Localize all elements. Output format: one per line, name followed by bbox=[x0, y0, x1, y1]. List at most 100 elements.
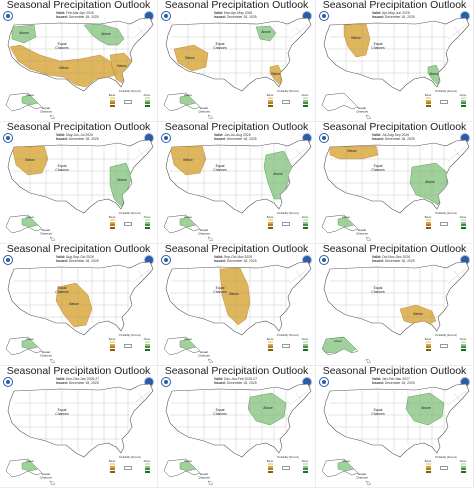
above-region-alaska_se bbox=[179, 460, 197, 472]
above-label: Above bbox=[117, 178, 127, 182]
legend-swatch bbox=[460, 468, 466, 471]
alaska-equal-chances-label: Chances bbox=[198, 109, 210, 113]
state-border bbox=[447, 390, 467, 406]
legend-above-label: Above bbox=[459, 94, 467, 97]
probability-legend: Probability (Percent) Below Above bbox=[420, 212, 472, 242]
issued-value: December 18, 2025 bbox=[226, 258, 257, 263]
legend-swatch bbox=[267, 470, 273, 473]
conus-outline bbox=[323, 383, 470, 458]
below-region-southwest bbox=[173, 44, 209, 72]
state-border bbox=[131, 146, 151, 162]
panel-title: Seasonal Precipitation Outlook bbox=[322, 244, 467, 255]
nws-logo-icon bbox=[319, 377, 329, 387]
legend-below-label: Below bbox=[424, 460, 432, 463]
legend-swatch bbox=[267, 468, 273, 471]
legend-ec-swatch bbox=[124, 466, 132, 470]
probability-legend: Probability (Percent) Below Above bbox=[262, 212, 314, 242]
below-label: Below bbox=[351, 36, 361, 40]
nws-logo-icon bbox=[319, 255, 329, 265]
legend-swatch bbox=[425, 99, 431, 102]
legend-swatch bbox=[144, 468, 150, 471]
above-region-ohio_valley bbox=[405, 392, 445, 426]
below-region-gulf_coast bbox=[399, 304, 437, 326]
legend-above-label: Above bbox=[143, 460, 151, 463]
probability-legend: Probability (Percent) Below Above bbox=[420, 90, 472, 120]
hawaii-outline bbox=[365, 236, 372, 242]
equal-chances-label: Equal bbox=[216, 42, 225, 46]
legend-below: Below bbox=[106, 216, 118, 229]
issued-value: December 18, 2025 bbox=[226, 380, 257, 385]
above-label: Above bbox=[26, 337, 34, 341]
issued-date: Issued: December 18, 2025 bbox=[214, 380, 257, 385]
legend-above: Above bbox=[457, 216, 469, 229]
panel-title: Seasonal Precipitation Outlook bbox=[164, 0, 309, 11]
legend-below-label: Below bbox=[108, 460, 116, 463]
legend-title: Probability (Percent) bbox=[277, 212, 299, 215]
legend-swatch bbox=[302, 221, 308, 224]
above-label: Above bbox=[342, 459, 350, 463]
hawaii-outline bbox=[365, 358, 372, 364]
legend-swatch bbox=[302, 97, 308, 100]
above-label: Above bbox=[19, 31, 29, 35]
legend-ec-swatch bbox=[282, 344, 290, 348]
valid-period: Valid: Nov-Dec-Jan 2026-27 bbox=[56, 377, 100, 381]
legend-swatch bbox=[302, 341, 308, 344]
us-map: Below BelowAboveAboveAboveEqualChancesEqu… bbox=[5, 17, 154, 120]
equal-chances-label: Chances bbox=[371, 290, 385, 294]
legend-swatch bbox=[144, 104, 150, 107]
legend-swatch bbox=[144, 97, 150, 100]
nws-logo-icon bbox=[3, 133, 13, 143]
above-label: Above bbox=[421, 406, 431, 410]
equal-chances-label: Equal bbox=[374, 408, 383, 412]
outlook-panel-10: Seasonal Precipitation Outlook Valid: No… bbox=[0, 366, 158, 488]
above-region-alaska_se bbox=[21, 460, 39, 472]
legend-swatch bbox=[460, 463, 466, 466]
legend-above-label: Above bbox=[459, 216, 467, 219]
state-border bbox=[289, 268, 309, 284]
issued-value: December 18, 2025 bbox=[384, 14, 415, 19]
valid-period: Valid: Mar-Apr-May 2026 bbox=[214, 11, 253, 15]
legend-swatch bbox=[302, 224, 308, 227]
issued-date: Issued: December 18, 2025 bbox=[372, 258, 415, 263]
legend-above-label: Above bbox=[301, 338, 309, 341]
legend-title: Probability (Percent) bbox=[435, 90, 457, 93]
equal-chances-label: Chances bbox=[55, 412, 69, 416]
legend-swatch bbox=[144, 346, 150, 349]
valid-period: Valid: Feb-Mar-Apr 2026 bbox=[56, 11, 94, 15]
alaska-equal-chances-label: Equal bbox=[42, 350, 50, 354]
legend-swatch bbox=[460, 343, 466, 346]
below-label: Below bbox=[347, 149, 357, 153]
legend-below: Below bbox=[422, 338, 434, 351]
equal-chances-label: Equal bbox=[58, 164, 67, 168]
probability-legend: Probability (Percent) Below Above bbox=[104, 212, 156, 242]
legend-below-label: Below bbox=[266, 94, 274, 97]
above-label: Above bbox=[26, 459, 34, 463]
above-label: Above bbox=[425, 180, 435, 184]
hawaii-outline bbox=[49, 114, 56, 120]
nws-logo-icon bbox=[3, 255, 13, 265]
above-label: Above bbox=[101, 32, 111, 36]
outlook-panel-11: Seasonal Precipitation Outlook Valid: De… bbox=[158, 366, 316, 488]
valid-value: Feb-Mar-Apr 2026 bbox=[66, 11, 94, 15]
legend-swatch bbox=[267, 219, 273, 222]
panel-title: Seasonal Precipitation Outlook bbox=[6, 0, 151, 11]
above-label: Above bbox=[342, 215, 350, 219]
nws-logo-icon bbox=[319, 133, 329, 143]
above-label: Above bbox=[273, 172, 283, 176]
legend-above-label: Above bbox=[143, 216, 151, 219]
legend-swatch bbox=[267, 346, 273, 349]
alaska-equal-chances-label: Equal bbox=[358, 106, 366, 110]
legend-swatch bbox=[267, 341, 273, 344]
legend-swatch bbox=[144, 470, 150, 473]
above-label: Above bbox=[263, 406, 273, 410]
legend-swatch bbox=[267, 97, 273, 100]
below-label: Below bbox=[413, 312, 423, 316]
probability-legend: Probability (Percent) Below Above bbox=[104, 456, 156, 486]
valid-value: May-Jun-Jul 2026 bbox=[66, 133, 93, 137]
outlook-panel-2: Seasonal Precipitation Outlook Valid: Ma… bbox=[158, 0, 316, 122]
legend-below: Below bbox=[422, 216, 434, 229]
legend-below-label: Below bbox=[108, 338, 116, 341]
panel-title: Seasonal Precipitation Outlook bbox=[164, 122, 309, 133]
